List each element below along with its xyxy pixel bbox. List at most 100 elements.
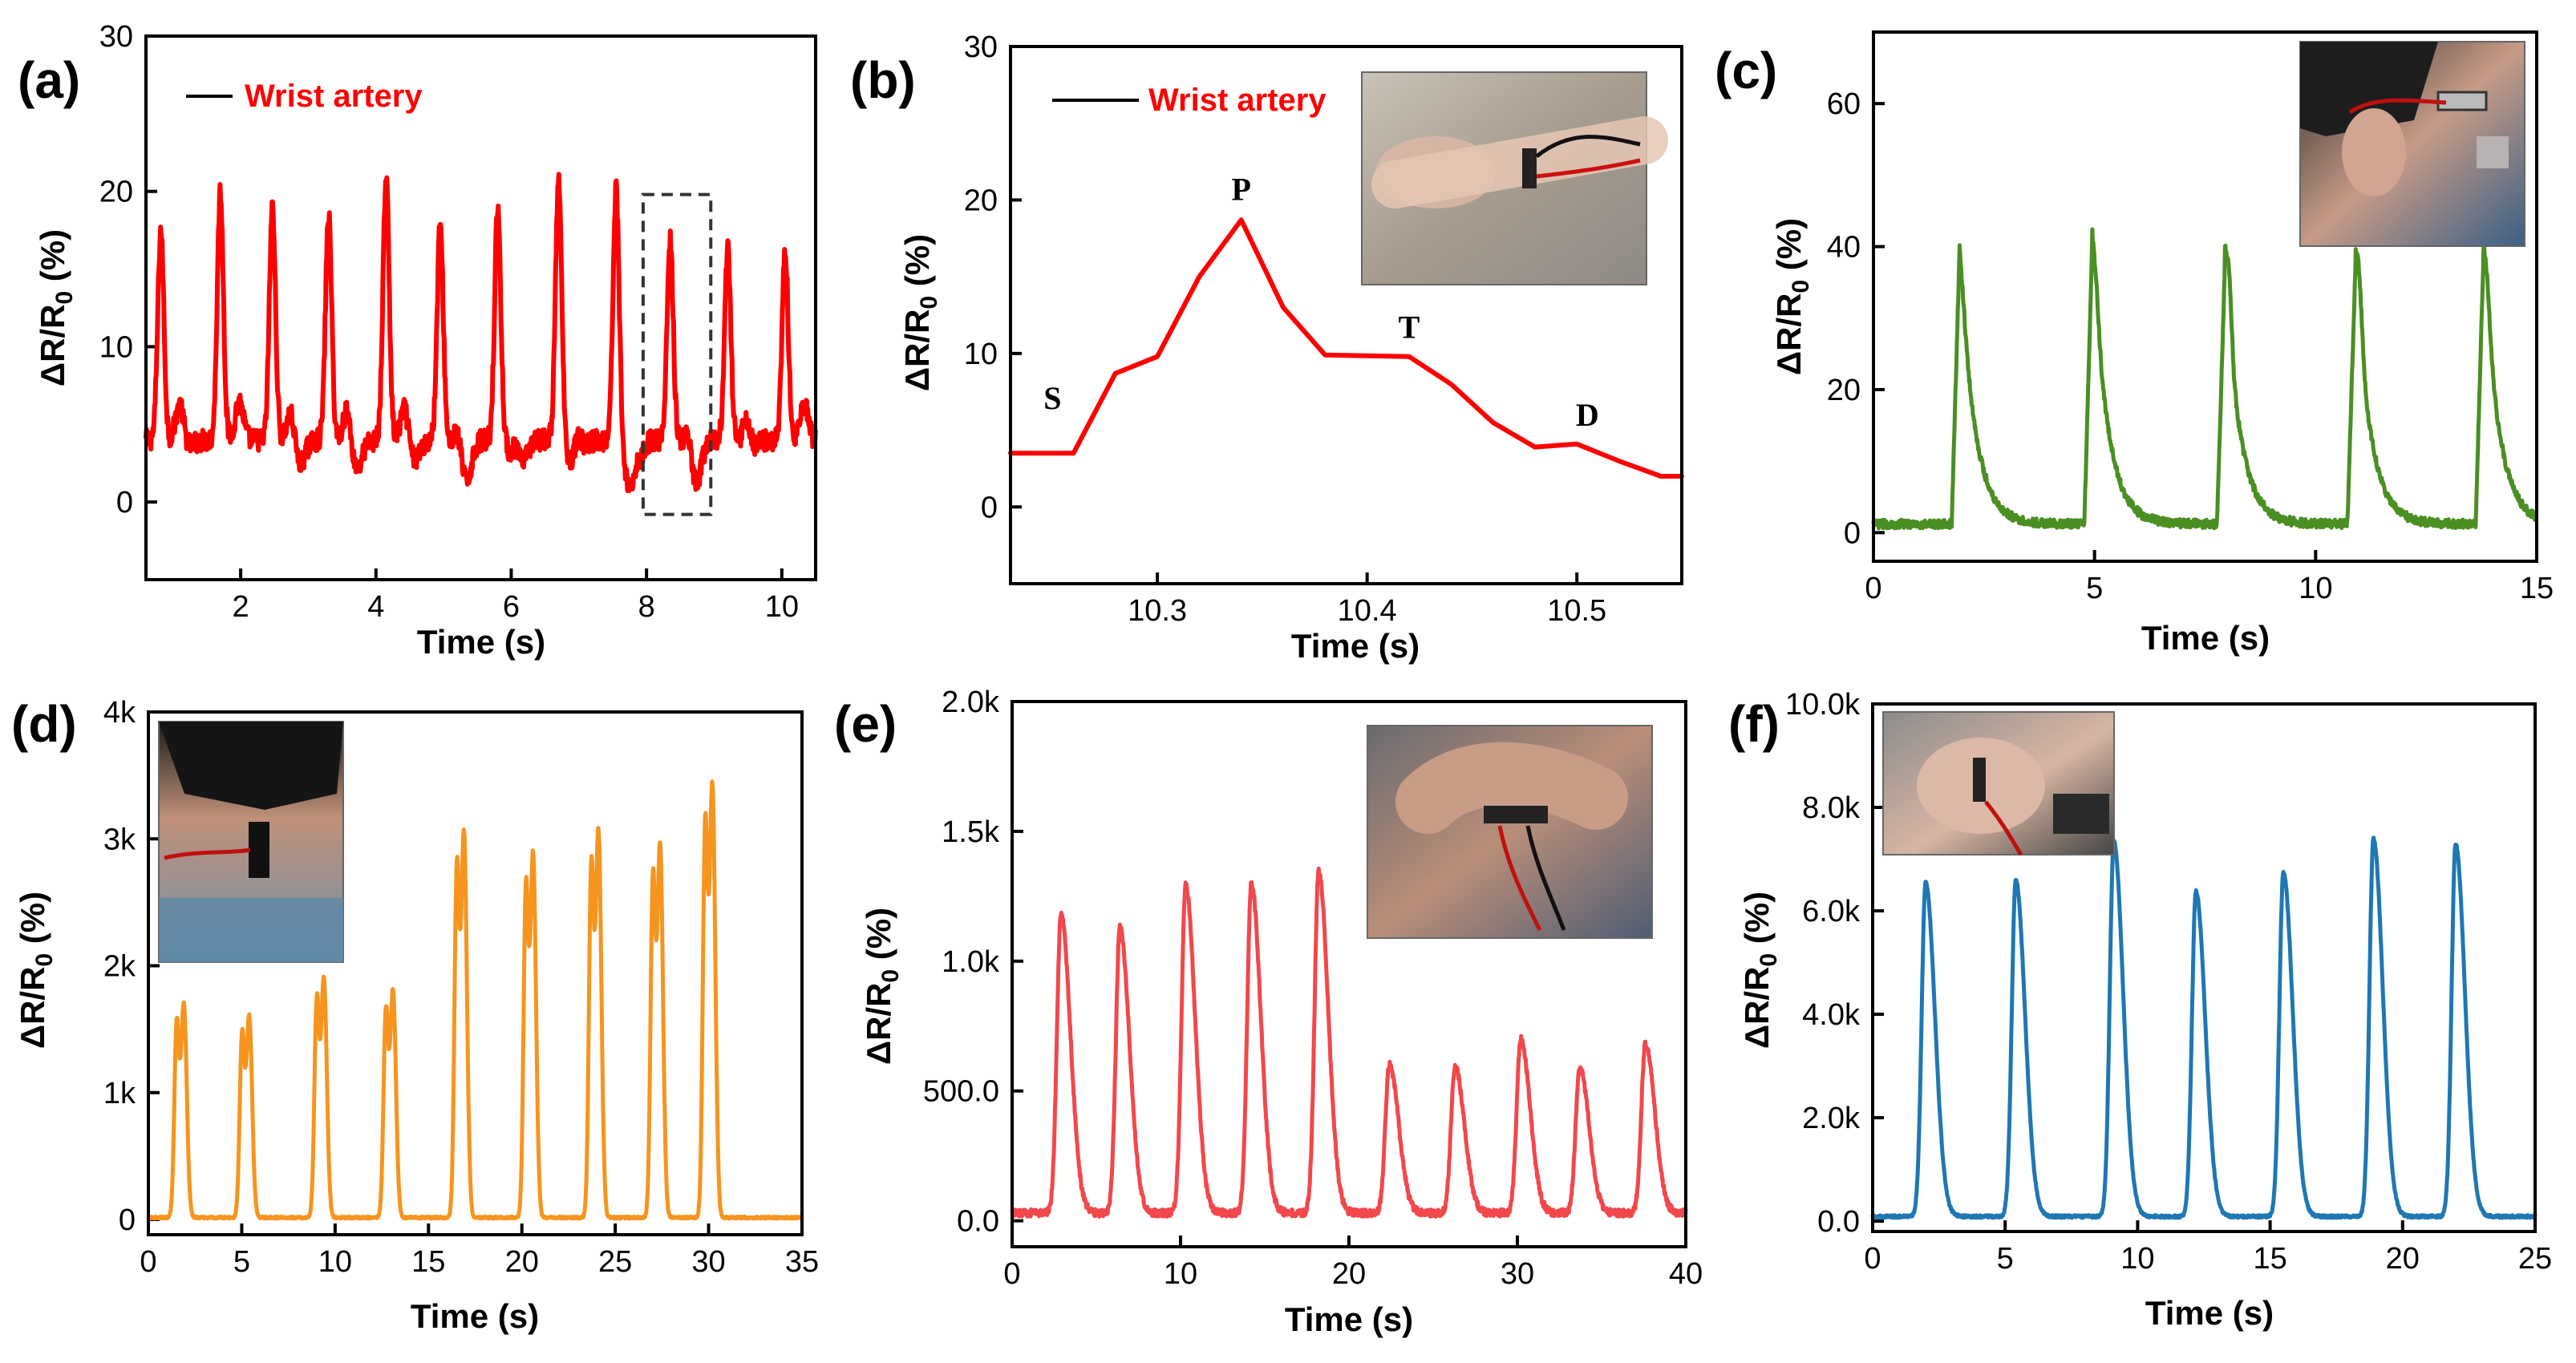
panel-label: (e) — [834, 695, 897, 753]
x-tick-label: 10.5 — [1547, 594, 1606, 628]
y-tick-label: 20 — [99, 176, 133, 209]
panel-label: (c) — [1715, 42, 1777, 99]
y-tick-label: 8.0k — [1802, 791, 1861, 825]
panel-label: (a) — [18, 51, 80, 109]
y-tick-label: 2.0k — [942, 686, 1000, 719]
x-tick-label: 2 — [233, 590, 249, 624]
panel-f: (f) 0 5 10 15 20 25 0.0 2.0k 4.0k 6.0k 8.0k 10.0k T… — [1728, 688, 2552, 1332]
plot-frame — [144, 34, 817, 581]
x-tick-label: 20 — [1332, 1257, 1366, 1291]
y-axis-label: ΔR/R0 (%) — [860, 908, 904, 1065]
data-series-line — [144, 172, 818, 493]
inset-photo-elbow — [1367, 725, 1653, 939]
y-tick-label: 60 — [1827, 87, 1861, 121]
y-axis-label: ΔR/R0 (%) — [1738, 892, 1782, 1049]
x-tick-label: 10.4 — [1338, 594, 1397, 628]
panel-label: (f) — [1728, 695, 1780, 753]
x-axis-label: Time (s) — [1285, 1300, 1413, 1338]
x-tick-label: 10 — [2120, 1242, 2154, 1276]
x-tick-label: 30 — [691, 1245, 725, 1279]
y-axis-label: ΔR/R0 (%) — [898, 234, 942, 391]
x-tick-label: 5 — [1997, 1242, 2014, 1276]
y-tick-label: 20 — [964, 184, 998, 217]
x-tick-label: 5 — [233, 1245, 250, 1279]
x-tick-label: 5 — [2086, 572, 2103, 605]
inset-photo-neck — [158, 721, 344, 963]
y-tick-label: 0 — [1844, 516, 1861, 550]
legend-label: Wrist artery — [245, 79, 423, 114]
waveform-annotation: P — [1232, 171, 1251, 207]
y-tick-label: 1k — [103, 1077, 136, 1110]
x-tick-label: 10 — [2299, 572, 2332, 605]
x-tick-label: 4 — [367, 590, 384, 624]
x-tick-label: 10.3 — [1128, 594, 1187, 628]
x-tick-label: 15 — [2253, 1242, 2286, 1276]
plot-frame — [1871, 702, 2537, 1233]
waveform-annotation: T — [1399, 309, 1420, 346]
x-tick-label: 15 — [411, 1245, 445, 1279]
y-tick-label: 0.0 — [1817, 1205, 1860, 1239]
y-tick-label: 2k — [103, 950, 136, 984]
y-axis-label: ΔR/R0 (%) — [34, 229, 78, 386]
panel-d: (d) 0 5 10 15 20 25 30 35 0 1k 2k 3k 4k Time (s) ΔR/… — [11, 695, 819, 1335]
y-tick-label: 1.5k — [942, 815, 1000, 849]
y-tick-label: 1.0k — [942, 945, 1000, 979]
inset-photo-wrist — [1361, 71, 1668, 285]
y-tick-label: 30 — [99, 20, 133, 54]
x-tick-label: 6 — [503, 590, 520, 624]
x-tick-label: 0 — [140, 1245, 156, 1279]
inset-photo-temple — [2299, 41, 2525, 247]
x-tick-label: 35 — [785, 1245, 819, 1279]
data-series-line — [1870, 835, 2538, 1220]
x-axis-label: Time (s) — [2145, 1294, 2274, 1332]
x-tick-label: 0 — [1864, 1242, 1881, 1276]
plot-frame — [1872, 30, 2538, 563]
plot-frame — [1011, 700, 1687, 1248]
x-tick-label: 25 — [2518, 1242, 2552, 1276]
y-tick-label: 10.0k — [1785, 688, 1861, 722]
panel-b: (b) 10.3 10.4 10.5 0 10 20 30 Wrist artery S P T… — [850, 30, 1684, 665]
legend-label: Wrist artery — [1148, 83, 1326, 118]
y-axis-label: ΔR/R0 (%) — [1770, 218, 1814, 375]
y-tick-label: 0 — [116, 486, 133, 520]
y-tick-label: 6.0k — [1802, 895, 1861, 928]
x-tick-label: 10 — [765, 590, 799, 624]
panel-e: (e) 0 10 20 30 40 0.0 500.0 1.0k 1.5k 2.0k Time (… — [834, 686, 1703, 1338]
y-tick-label: 2.0k — [1802, 1102, 1861, 1135]
y-tick-label: 0.0 — [957, 1205, 999, 1239]
x-tick-label: 20 — [2386, 1242, 2420, 1276]
highlight-box — [641, 192, 713, 516]
x-tick-label: 0 — [1003, 1257, 1020, 1291]
y-tick-label: 500.0 — [923, 1075, 999, 1109]
plot-frame — [1009, 45, 1683, 585]
panel-label: (d) — [11, 695, 77, 753]
inset-photo-knee — [1882, 711, 2115, 856]
y-tick-label: 0 — [981, 491, 998, 524]
x-tick-label: 40 — [1669, 1257, 1703, 1291]
y-tick-label: 10 — [964, 338, 998, 371]
panel-label: (b) — [850, 51, 916, 109]
y-tick-label: 30 — [964, 30, 998, 64]
x-tick-label: 30 — [1501, 1257, 1534, 1291]
x-axis-label: Time (s) — [417, 623, 545, 661]
data-series-line — [1010, 866, 1688, 1219]
data-series-line — [1871, 227, 2538, 531]
waveform-annotation: S — [1043, 380, 1061, 416]
y-tick-label: 3k — [103, 823, 136, 856]
x-tick-label: 20 — [505, 1245, 539, 1279]
data-series-line — [1008, 217, 1684, 479]
y-tick-label: 4.0k — [1802, 998, 1861, 1032]
y-tick-label: 20 — [1827, 374, 1861, 407]
x-axis-label: Time (s) — [2141, 619, 2270, 657]
x-tick-label: 10 — [318, 1245, 352, 1279]
y-tick-label: 0 — [119, 1203, 136, 1237]
y-tick-label: 40 — [1827, 231, 1861, 265]
x-tick-label: 8 — [638, 590, 655, 624]
x-axis-label: Time (s) — [1291, 627, 1420, 665]
y-tick-label: 4k — [103, 696, 136, 730]
waveform-annotation: D — [1576, 397, 1599, 433]
x-tick-label: 15 — [2520, 572, 2554, 605]
y-tick-label: 10 — [99, 330, 133, 364]
